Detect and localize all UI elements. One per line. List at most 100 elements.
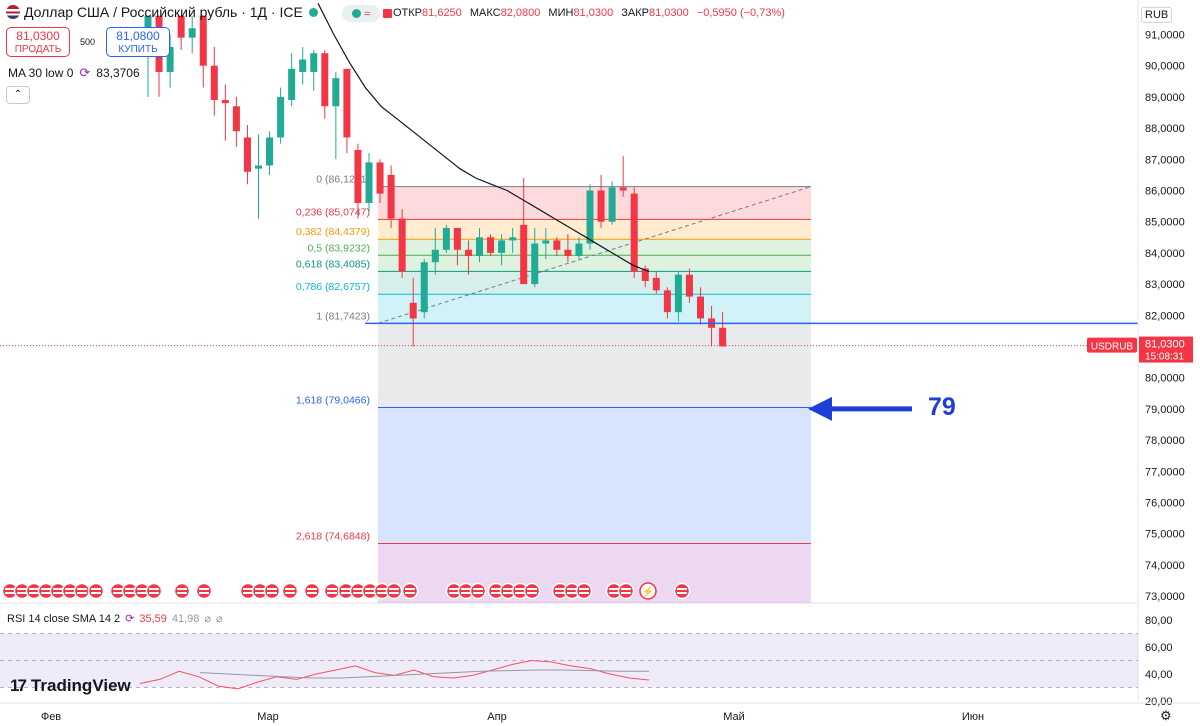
tradingview-logo[interactable]: 17 TradingView bbox=[10, 676, 131, 696]
candle-body bbox=[453, 227, 461, 250]
fib-band bbox=[378, 271, 811, 295]
flag-icon bbox=[575, 582, 593, 600]
price-tick-label: 84,0000 bbox=[1145, 248, 1185, 260]
flag-icon-bg bbox=[617, 582, 635, 600]
flag-stripe bbox=[41, 588, 51, 590]
rsi-value: 35,59 bbox=[139, 612, 167, 625]
flag-stripe bbox=[243, 588, 253, 590]
flag-stripe bbox=[353, 592, 363, 594]
flag-stripe bbox=[567, 592, 577, 594]
low-label: МИН bbox=[548, 7, 574, 19]
flag-icon bbox=[73, 582, 91, 600]
flag-icon-bg bbox=[575, 582, 593, 600]
sell-button[interactable]: 81,0300 ПРОДАТЬ bbox=[6, 27, 70, 57]
flag-stripe bbox=[473, 592, 483, 594]
flag-icon bbox=[373, 582, 391, 600]
candle-body bbox=[476, 237, 483, 257]
price-axis[interactable]: 91,0000 90,0000 89,0000 88,0000 87,0000 86,00… bbox=[1087, 0, 1193, 700]
target-annotation[interactable]: 79 bbox=[928, 393, 956, 421]
flag-icon-bg bbox=[145, 582, 163, 600]
candle-body bbox=[255, 165, 262, 169]
flag-stripe bbox=[579, 588, 589, 590]
flag-stripe bbox=[53, 592, 63, 594]
flag-icon-bg bbox=[385, 582, 403, 600]
candle-body bbox=[243, 137, 251, 172]
target-arrow[interactable] bbox=[808, 396, 912, 421]
candle-body bbox=[630, 193, 638, 272]
flag-icon bbox=[523, 582, 541, 600]
flag-stripe bbox=[353, 588, 363, 590]
candle-body bbox=[697, 296, 704, 319]
flag-stripe bbox=[29, 588, 39, 590]
price-tick-label: 78,0000 bbox=[1145, 435, 1185, 447]
price-tick-label: 75,0000 bbox=[1145, 529, 1185, 541]
flag-stripe bbox=[515, 592, 525, 594]
rsi-legend[interactable]: RSI 14 close SMA 14 2 ⟳ 35,59 41,98 ⌀ ⌀ bbox=[7, 612, 223, 626]
flag-stripe bbox=[77, 588, 87, 590]
flag-icon-bg bbox=[303, 582, 321, 600]
candle-body bbox=[144, 15, 152, 35]
candle-body bbox=[553, 240, 561, 250]
fib-level-label: 0 (86,1241) bbox=[316, 174, 370, 186]
tv-logo-icon: 17 bbox=[10, 676, 27, 695]
horizontal-lines[interactable] bbox=[0, 322, 1138, 347]
flag-icon-bg bbox=[673, 582, 691, 600]
candle-body bbox=[387, 174, 395, 219]
candle-body bbox=[232, 106, 240, 132]
flag-stripe bbox=[473, 588, 483, 590]
flag-stripe bbox=[65, 592, 75, 594]
brand-name: TradingView bbox=[30, 676, 131, 695]
flag-stripe bbox=[515, 588, 525, 590]
symbol-title[interactable]: Доллар США / Российский рубль · 1Д · ICE bbox=[24, 4, 303, 20]
currency-button[interactable]: RUB bbox=[1141, 7, 1173, 23]
flag-icon bbox=[109, 582, 127, 600]
change-value: −0,5950 (−0,73%) bbox=[696, 7, 785, 19]
flag-stripe bbox=[243, 592, 253, 594]
time-axis[interactable]: Фев Мар Апр Май Июн bbox=[0, 702, 1200, 723]
fib-band bbox=[378, 323, 811, 408]
price-tick-label: 80,0000 bbox=[1145, 373, 1185, 385]
close-value: 81,0300 bbox=[649, 7, 689, 19]
flag-icon bbox=[349, 582, 367, 600]
high-value: 82,0800 bbox=[500, 7, 541, 19]
flag-icon bbox=[37, 582, 55, 600]
sell-label: ПРОДАТЬ bbox=[14, 44, 62, 55]
symbol-header[interactable]: Доллар США / Российский рубль · 1Д · ICE bbox=[6, 4, 324, 20]
candle-body bbox=[619, 187, 627, 191]
ma-value: 83,3706 bbox=[96, 66, 140, 80]
flag-stripe bbox=[327, 592, 337, 594]
candle-body bbox=[310, 53, 318, 72]
gear-icon[interactable]: ⚙ bbox=[1160, 708, 1172, 723]
flag-stripe bbox=[267, 592, 277, 594]
candle-body bbox=[376, 162, 384, 194]
flag-stripe bbox=[567, 588, 577, 590]
fibonacci-retracement[interactable]: 0 (86,1241) 0,236 (85,0747) 0,382 (84,4379… bbox=[296, 174, 812, 603]
rsi-extra-2: ⌀ bbox=[216, 613, 223, 625]
flag-stripe bbox=[53, 588, 63, 590]
flag-icon bbox=[673, 582, 691, 600]
fib-band bbox=[378, 219, 811, 240]
price-tick-label: 83,0000 bbox=[1145, 279, 1185, 291]
collapse-legend-button[interactable]: ⌃ bbox=[6, 86, 30, 104]
spread-value: 500 bbox=[80, 37, 96, 47]
rsi-sma-value: 41,98 bbox=[171, 612, 200, 625]
flag-icon bbox=[145, 582, 163, 600]
fib-band bbox=[378, 186, 811, 220]
ma-legend[interactable]: MA 30 low 0 ⟳ 83,3706 bbox=[8, 65, 140, 81]
candle-body bbox=[641, 268, 649, 281]
flag-icon-bg bbox=[263, 582, 281, 600]
price-tick-label: 74,0000 bbox=[1145, 560, 1185, 572]
market-status-pill[interactable]: ≈ bbox=[342, 5, 380, 22]
price-tick-label: 76,0000 bbox=[1145, 498, 1185, 510]
symbol-tag-label: USDRUB bbox=[1091, 342, 1134, 353]
candle-body bbox=[288, 68, 296, 101]
fib-level-label: 1 (81,7423) bbox=[316, 310, 370, 322]
rsi-pane[interactable]: 80,00 60,00 40,00 20,00 bbox=[0, 615, 1173, 708]
fib-level-label: 2,618 (74,6848) bbox=[296, 531, 370, 543]
buy-button[interactable]: 81,0800 КУПИТЬ bbox=[106, 27, 170, 57]
flag-icon bbox=[6, 5, 20, 19]
flag-icon-bg bbox=[469, 582, 487, 600]
candle-body bbox=[464, 249, 472, 257]
flag-stripe bbox=[199, 588, 209, 590]
